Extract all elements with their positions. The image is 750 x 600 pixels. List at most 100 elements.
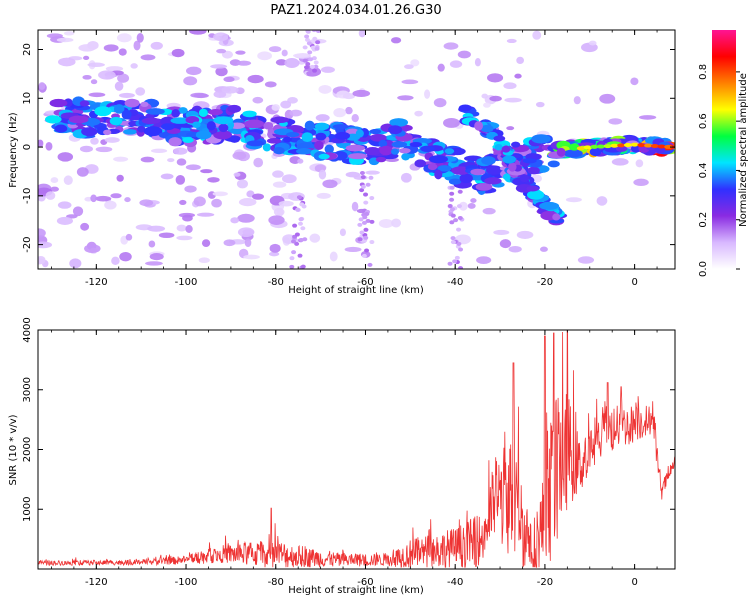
spectrogram-cell bbox=[268, 215, 285, 225]
spectrogram-cell bbox=[359, 188, 365, 193]
spectrogram-cell bbox=[444, 148, 455, 155]
spectrogram-cell bbox=[304, 34, 310, 39]
spectrogram-cell bbox=[664, 144, 673, 149]
spectrogram-cell bbox=[363, 200, 369, 205]
spectrogram-cell bbox=[576, 146, 585, 151]
spectrogram-cell bbox=[38, 139, 44, 148]
spectrogram-cell bbox=[286, 132, 300, 138]
spectrogram-cell bbox=[457, 189, 463, 194]
spectrogram-cell bbox=[311, 30, 317, 33]
spectrogram-cell bbox=[237, 227, 255, 237]
spectrogram-cell bbox=[339, 228, 346, 237]
spectrogram-cell bbox=[489, 95, 502, 102]
spectrogram-cell bbox=[367, 262, 373, 267]
spectrogram-cell bbox=[50, 177, 59, 184]
spectrogram-cell bbox=[57, 201, 72, 209]
spectrogram-cell bbox=[297, 158, 304, 164]
spectrogram-cell bbox=[183, 76, 198, 86]
spectrogram-cell bbox=[569, 143, 580, 151]
spectrogram-cell bbox=[278, 200, 294, 207]
colorbar-gradient bbox=[712, 30, 736, 269]
spectrogram-cell bbox=[94, 106, 112, 117]
spectrogram-cell bbox=[547, 160, 560, 168]
spectrogram-cell bbox=[312, 68, 318, 73]
spectrogram-cell bbox=[275, 59, 288, 66]
colorbar-tick-label: 0.4 bbox=[698, 162, 709, 178]
spectrogram-cell bbox=[334, 131, 351, 140]
spectrogram-cell bbox=[213, 90, 227, 98]
spectrogram-cell bbox=[361, 220, 367, 225]
spectrogram-cell bbox=[238, 198, 257, 207]
spectrogram-cell bbox=[456, 227, 462, 232]
spectrogram-cell bbox=[176, 235, 193, 241]
spectrogram-cell bbox=[369, 128, 382, 135]
spectrogram-cell bbox=[196, 212, 215, 217]
spectrogram-cell bbox=[301, 132, 313, 143]
spectrogram-cell bbox=[121, 109, 132, 120]
spectrogram-cell bbox=[185, 66, 202, 76]
spectrogram-cell bbox=[287, 97, 298, 104]
spectrogram-cell bbox=[309, 233, 321, 243]
spectrogram-cell bbox=[213, 32, 229, 42]
spectrogram-cell bbox=[611, 158, 629, 166]
spectrogram-cell bbox=[360, 175, 366, 180]
spectrogram-cell bbox=[297, 253, 303, 258]
colorbar: 0.0 0.2 0.4 0.6 0.8 Normalized spectral ampl… bbox=[698, 30, 749, 277]
spectrogram-cell bbox=[179, 199, 187, 205]
spectrogram-cell bbox=[623, 142, 632, 147]
spectrogram-cell bbox=[185, 225, 193, 233]
spectrogram-cell bbox=[503, 82, 517, 90]
spectrogram-cell bbox=[388, 125, 403, 135]
snr-xlabel: Height of straight line (km) bbox=[288, 585, 424, 596]
spectrogram-cell bbox=[116, 174, 124, 182]
spectrogram-cell bbox=[38, 241, 53, 249]
spectrogram-cell bbox=[148, 240, 156, 248]
spectrogram-cell bbox=[268, 251, 280, 257]
spectrogram-cell bbox=[401, 79, 419, 85]
spectrogram-cell bbox=[294, 241, 300, 246]
y-tick-label: 20 bbox=[22, 43, 33, 56]
spectrogram-cell bbox=[295, 207, 301, 212]
spectrogram-cell bbox=[389, 118, 409, 127]
spectrogram-cell bbox=[450, 236, 456, 241]
spectrogram-cell bbox=[365, 170, 380, 175]
x-tick-label: -120 bbox=[85, 277, 108, 288]
spectrogram-cell bbox=[504, 97, 522, 103]
spectrogram-cell bbox=[657, 144, 666, 149]
x-tick-label: -40 bbox=[447, 577, 463, 588]
spectrogram-cell bbox=[508, 245, 522, 253]
spectrogram-cell bbox=[312, 36, 318, 41]
spectrogram-cell bbox=[522, 158, 537, 164]
spectrogram-cell bbox=[424, 89, 431, 99]
spectrogram-cell bbox=[243, 254, 260, 260]
spectrogram-cell bbox=[322, 179, 338, 189]
spectrogram-cell bbox=[345, 106, 353, 115]
y-tick-label: 4000 bbox=[22, 317, 33, 342]
spectrogram-cell bbox=[182, 137, 194, 143]
spectrogram-cell bbox=[271, 104, 280, 111]
spectrogram-cell bbox=[318, 85, 332, 94]
spectrogram-cell bbox=[635, 159, 644, 168]
spectrogram-cell bbox=[178, 107, 188, 114]
spectrogram-cell bbox=[176, 224, 187, 232]
spectrogram-cell bbox=[98, 70, 116, 80]
spectrogram-cell bbox=[502, 155, 516, 164]
spectrogram-cell bbox=[360, 184, 366, 189]
spectrogram-cell bbox=[90, 79, 98, 85]
colorbar-tick-label: 0.2 bbox=[698, 212, 709, 228]
spectrogram-cell bbox=[233, 172, 241, 177]
spectrogram-cell bbox=[237, 213, 255, 223]
spectrogram-cell bbox=[294, 232, 300, 237]
spectrogram-cell bbox=[63, 31, 75, 36]
y-tick-label: -10 bbox=[22, 188, 33, 204]
spectrogram-cell bbox=[391, 148, 400, 155]
spectrogram-cell bbox=[79, 100, 90, 107]
spectrogram-cell bbox=[368, 175, 374, 180]
spectrogram-cell bbox=[118, 48, 127, 56]
spectrogram-cell bbox=[296, 147, 313, 155]
spectrogram-cell bbox=[252, 193, 264, 200]
spectrogram-cell bbox=[263, 121, 274, 130]
spectrogram-cell bbox=[449, 60, 463, 68]
spectrogram-cell bbox=[447, 204, 453, 209]
